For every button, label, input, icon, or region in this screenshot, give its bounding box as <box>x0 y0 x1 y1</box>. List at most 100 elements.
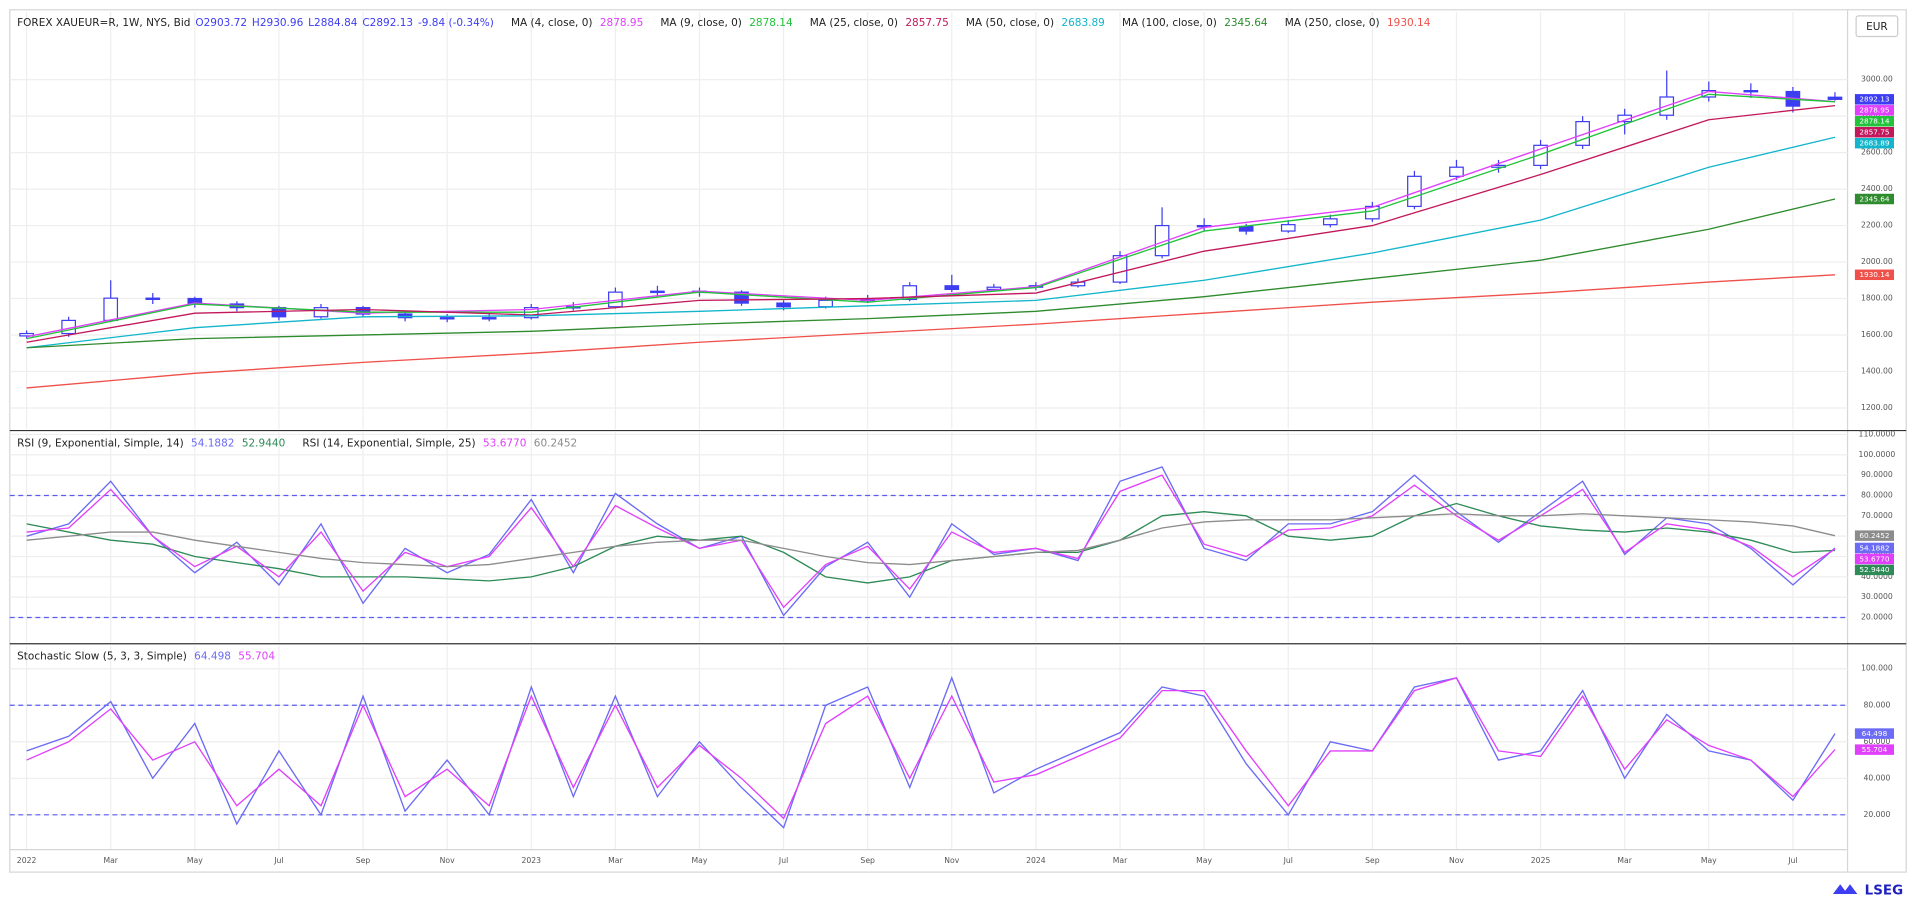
candle-body <box>650 290 665 294</box>
y-tick-label: 1400.00 <box>1861 366 1893 375</box>
line <box>26 502 1836 584</box>
legend-value: 2878.14 <box>749 17 793 29</box>
y-tick-label: 3000.00 <box>1861 75 1893 84</box>
value-tag-label: 2857.75 <box>1859 128 1889 137</box>
y-tick-label: 100.000 <box>1861 664 1893 673</box>
value-tag-label: 54.1882 <box>1859 543 1889 552</box>
line <box>26 675 1836 829</box>
candle-body <box>1743 89 1759 93</box>
candle-body <box>986 286 1002 291</box>
x-tick-label: Jul <box>273 856 283 865</box>
candle-body <box>145 297 161 300</box>
candle-body <box>1322 218 1338 226</box>
y-tick-label: 2400.00 <box>1861 184 1893 193</box>
x-tick-label: Nov <box>1449 856 1464 865</box>
legend-value: 54.1882 <box>191 437 234 449</box>
legend-value: 2857.75 <box>905 17 948 29</box>
value-tag-label: 60.2452 <box>1859 531 1889 540</box>
x-tick-label: May <box>1701 856 1717 865</box>
legend-value: 55.704 <box>238 651 275 663</box>
y-tick-label: 20.000 <box>1863 810 1890 819</box>
y-tick-label: 2800.00 <box>1861 111 1893 120</box>
legend-value: 2878.95 <box>600 17 643 29</box>
ohlc-label: O2903.72 <box>195 17 247 29</box>
value-tag-label: 2878.95 <box>1859 106 1889 115</box>
x-tick-label: 2024 <box>1026 856 1046 865</box>
candle-body <box>481 317 497 320</box>
line <box>26 104 1836 343</box>
value-tag <box>1854 530 1895 541</box>
y-tick-label: 60.000 <box>1863 737 1890 746</box>
value-tag-label: 64.498 <box>1862 729 1888 738</box>
value-tag <box>1854 269 1895 281</box>
legend-value: 53.6770 <box>483 437 526 449</box>
candle-body <box>944 285 960 291</box>
y-tick-label: 80.000 <box>1863 700 1890 709</box>
candle-body <box>1575 121 1590 146</box>
logo-mark <box>1832 884 1858 895</box>
candle-body <box>1280 224 1296 232</box>
y-tick-label: 2200.00 <box>1861 221 1893 230</box>
currency: EUR <box>1866 21 1888 33</box>
y-tick-label: 20.0000 <box>1861 613 1893 622</box>
brand: LSEG <box>1865 883 1903 898</box>
value-tag-label: 2878.14 <box>1859 117 1890 126</box>
y-tick-label: 1200.00 <box>1861 403 1893 412</box>
value-tag-label: 2892.13 <box>1859 95 1890 104</box>
value-tag <box>1854 116 1895 127</box>
x-tick-label: May <box>187 856 203 865</box>
value-tag <box>1854 94 1895 105</box>
legend: FOREX XAUEUR=R, 1W, NYS, Bid O2903.72 H293… <box>17 17 1431 29</box>
y-tick-label: 2600.00 <box>1861 148 1893 157</box>
value-tag <box>1854 126 1895 138</box>
x-tick-label: Mar <box>103 856 118 865</box>
legend-name: MA (9, close, 0) <box>660 17 742 29</box>
candle-body <box>776 302 791 308</box>
panel: 1200.00 1400.00 1600.00 1800.00 2000.00 2200.… <box>9 12 1895 429</box>
value-tag-label: 1930.14 <box>1859 270 1890 279</box>
ohlc-label: -9.84 (-0.34%) <box>418 17 494 29</box>
legend-name: MA (100, close, 0) <box>1122 17 1217 29</box>
line <box>26 93 1836 340</box>
value-tag <box>1854 564 1895 576</box>
x-tick-label: May <box>692 856 708 865</box>
legend-value: 64.498 <box>194 651 231 663</box>
y-tick-label: 90.0000 <box>1861 470 1893 479</box>
x-tick-label: Sep <box>356 856 371 865</box>
x-tick-label: Sep <box>860 856 875 865</box>
x-tick-label: Sep <box>1365 856 1380 865</box>
panel: 20.000030.000040.000050.000060.000070.00… <box>9 429 1896 642</box>
x-tick-label: Jul <box>1787 856 1797 865</box>
candle-body <box>1154 224 1170 257</box>
legend-value: 2345.64 <box>1224 17 1268 29</box>
line <box>26 677 1836 820</box>
legend-name: MA (4, close, 0) <box>511 17 593 29</box>
x-tick-label: Jul <box>1283 856 1293 865</box>
y-tick-label: 100.0000 <box>1859 450 1896 459</box>
x-tick-label: 2023 <box>521 856 541 865</box>
legend-name: MA (50, close, 0) <box>966 17 1054 29</box>
line <box>26 513 1836 568</box>
legend-value: 1930.14 <box>1387 17 1431 29</box>
logo: LSEG <box>1832 883 1903 898</box>
legend: RSI (9, Exponential, Simple, 14) 54.1882 5… <box>17 437 577 449</box>
y-tick-label: 80.0000 <box>1861 490 1893 499</box>
legend-name: RSI (9, Exponential, Simple, 14) <box>17 437 184 449</box>
ohlc-label: H2930.96 <box>252 17 304 29</box>
candle-body <box>818 299 833 308</box>
candle-body <box>1407 175 1422 208</box>
x-tick-label: Mar <box>1617 856 1632 865</box>
x-tick-label: 2022 <box>17 856 37 865</box>
candle-body <box>103 297 119 322</box>
candle-body <box>355 307 371 315</box>
panel: 20.000 40.000 60.000 80.000 100.000 Stochasti… <box>9 645 1895 849</box>
x-tick-label: Nov <box>440 856 455 865</box>
line <box>26 474 1836 609</box>
value-tag-label: 2683.89 <box>1859 139 1890 148</box>
x-tick-label: Mar <box>1113 856 1128 865</box>
line <box>26 274 1836 389</box>
value-tag-label: 53.6770 <box>1859 554 1890 563</box>
candle-body <box>1827 96 1843 100</box>
